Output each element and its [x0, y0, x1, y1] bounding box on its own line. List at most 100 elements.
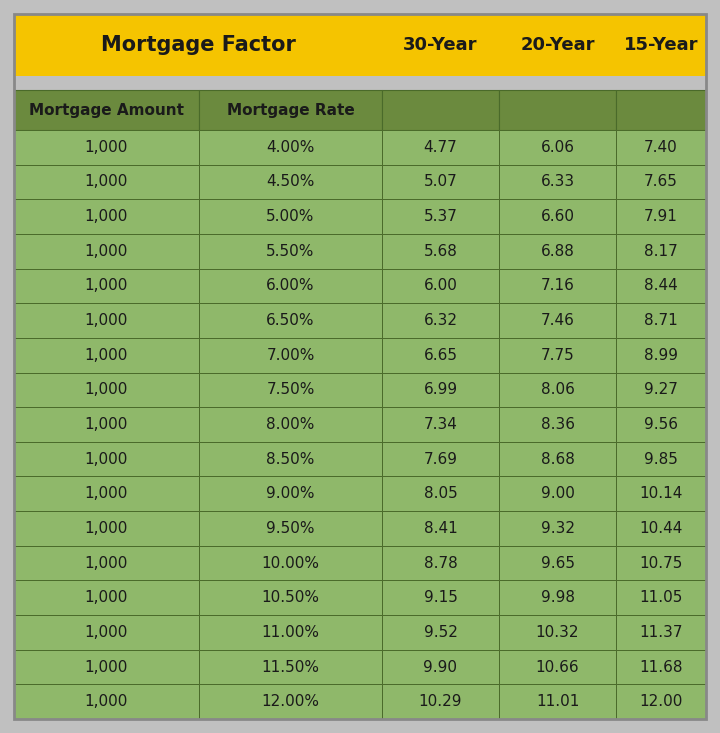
Bar: [199, 199, 382, 234]
Bar: [499, 615, 616, 649]
Bar: [382, 615, 499, 649]
Text: 7.46: 7.46: [541, 313, 575, 328]
Bar: [14, 130, 199, 165]
Text: 6.33: 6.33: [541, 174, 575, 189]
Text: Mortgage Rate: Mortgage Rate: [227, 103, 354, 117]
Bar: [499, 649, 616, 685]
Bar: [499, 130, 616, 165]
Bar: [14, 165, 199, 199]
Bar: [616, 90, 706, 130]
Text: 1,000: 1,000: [85, 347, 128, 363]
Bar: [14, 511, 199, 546]
Bar: [14, 268, 199, 303]
Text: 1,000: 1,000: [85, 383, 128, 397]
Bar: [382, 130, 499, 165]
Text: 20-Year: 20-Year: [521, 36, 595, 54]
Bar: [199, 234, 382, 268]
Text: 9.50%: 9.50%: [266, 521, 315, 536]
Text: 7.65: 7.65: [644, 174, 678, 189]
Bar: [382, 685, 499, 719]
Bar: [616, 338, 706, 372]
Bar: [14, 14, 382, 76]
Bar: [382, 649, 499, 685]
Bar: [382, 199, 499, 234]
Bar: [382, 407, 499, 442]
Text: 11.50%: 11.50%: [261, 660, 320, 674]
Text: 9.32: 9.32: [541, 521, 575, 536]
Text: 1,000: 1,000: [85, 486, 128, 501]
Bar: [616, 199, 706, 234]
Text: 7.91: 7.91: [644, 209, 678, 224]
Text: 7.00%: 7.00%: [266, 347, 315, 363]
Text: 11.01: 11.01: [536, 694, 579, 709]
Text: 7.69: 7.69: [423, 452, 457, 467]
Text: 1,000: 1,000: [85, 417, 128, 432]
Text: 8.17: 8.17: [644, 244, 678, 259]
Text: 9.98: 9.98: [541, 590, 575, 605]
Text: 9.90: 9.90: [423, 660, 457, 674]
Text: 7.75: 7.75: [541, 347, 575, 363]
Bar: [382, 476, 499, 511]
Text: 8.05: 8.05: [423, 486, 457, 501]
Bar: [499, 234, 616, 268]
Text: 10.32: 10.32: [536, 625, 580, 640]
Text: 6.06: 6.06: [541, 140, 575, 155]
Bar: [382, 442, 499, 476]
Bar: [382, 165, 499, 199]
Bar: [199, 303, 382, 338]
Text: 6.00%: 6.00%: [266, 279, 315, 293]
Text: 12.00%: 12.00%: [261, 694, 320, 709]
Text: 9.56: 9.56: [644, 417, 678, 432]
Bar: [14, 338, 199, 372]
Text: 7.34: 7.34: [423, 417, 457, 432]
Bar: [14, 442, 199, 476]
Text: 10.66: 10.66: [536, 660, 580, 674]
Bar: [499, 581, 616, 615]
Bar: [382, 546, 499, 581]
Text: 1,000: 1,000: [85, 694, 128, 709]
Bar: [382, 303, 499, 338]
Text: 9.27: 9.27: [644, 383, 678, 397]
Text: 1,000: 1,000: [85, 625, 128, 640]
Text: 9.15: 9.15: [423, 590, 457, 605]
Bar: [616, 165, 706, 199]
Bar: [199, 338, 382, 372]
Bar: [499, 546, 616, 581]
Text: 15-Year: 15-Year: [624, 36, 698, 54]
Bar: [14, 649, 199, 685]
Text: 10.14: 10.14: [639, 486, 683, 501]
Text: 1,000: 1,000: [85, 209, 128, 224]
Bar: [14, 581, 199, 615]
Text: 6.00: 6.00: [423, 279, 457, 293]
Bar: [199, 685, 382, 719]
Text: 9.00: 9.00: [541, 486, 575, 501]
Text: 6.88: 6.88: [541, 244, 575, 259]
Bar: [382, 14, 499, 76]
Text: 9.85: 9.85: [644, 452, 678, 467]
Text: 6.60: 6.60: [541, 209, 575, 224]
Bar: [499, 476, 616, 511]
Text: 11.68: 11.68: [639, 660, 683, 674]
Bar: [616, 130, 706, 165]
Bar: [382, 268, 499, 303]
Bar: [616, 268, 706, 303]
Text: 5.68: 5.68: [423, 244, 457, 259]
Bar: [382, 338, 499, 372]
Bar: [199, 90, 382, 130]
Bar: [616, 546, 706, 581]
Text: 1,000: 1,000: [85, 452, 128, 467]
Text: 1,000: 1,000: [85, 140, 128, 155]
Text: 8.71: 8.71: [644, 313, 678, 328]
Text: 11.37: 11.37: [639, 625, 683, 640]
Text: 9.52: 9.52: [423, 625, 457, 640]
Text: 6.32: 6.32: [423, 313, 457, 328]
Text: 8.68: 8.68: [541, 452, 575, 467]
Text: 1,000: 1,000: [85, 174, 128, 189]
Text: 5.07: 5.07: [423, 174, 457, 189]
Text: 4.77: 4.77: [423, 140, 457, 155]
Bar: [499, 303, 616, 338]
Bar: [499, 685, 616, 719]
Text: 9.00%: 9.00%: [266, 486, 315, 501]
Bar: [199, 372, 382, 407]
Text: 7.16: 7.16: [541, 279, 575, 293]
